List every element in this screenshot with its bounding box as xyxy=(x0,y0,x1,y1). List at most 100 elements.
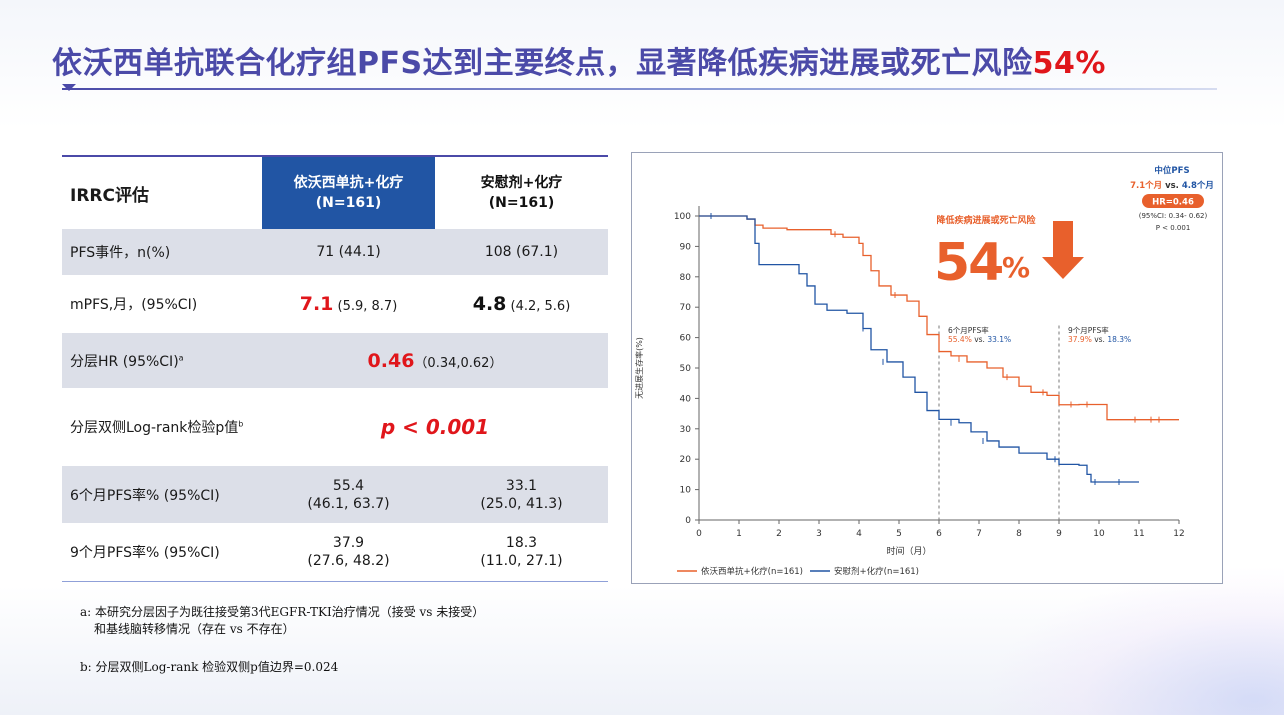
summary-ci: (95%CI: 0.34- 0.62) xyxy=(1139,212,1208,220)
cell-ivonescimab: 55.4 (46.1, 63.7) xyxy=(262,477,435,513)
ivonescimab-curve xyxy=(699,215,1179,421)
row-label: 9个月PFS率% (95%CI) xyxy=(70,545,220,561)
row-label-text: 分层双侧Log-rank检验p值 xyxy=(70,420,239,436)
title-underline xyxy=(62,84,1217,91)
rate-ci: (11.0, 27.1) xyxy=(480,553,563,569)
x-tick-label: 4 xyxy=(856,529,862,539)
x-tick-label: 10 xyxy=(1093,529,1105,539)
row-label: 分层HR (95%CI)a xyxy=(62,351,262,371)
x-tick-label: 1 xyxy=(736,529,742,539)
title-main: 依沃西单抗联合化疗组PFS达到主要终点，显著降低疾病进展或死亡风险 xyxy=(52,46,1033,81)
slide-title: 依沃西单抗联合化疗组PFS达到主要终点，显著降低疾病进展或死亡风险54% xyxy=(52,38,1252,82)
y-tick-label: 30 xyxy=(680,425,692,435)
mpfs-ivonescimab-value: 7.1 xyxy=(299,293,334,315)
down-arrow-icon xyxy=(1042,221,1084,279)
cell-ivonescimab: 7.1 (5.9, 8.7) xyxy=(262,293,435,315)
placebo-curve xyxy=(699,215,1139,483)
hr-value: 0.46 xyxy=(367,349,415,372)
decorative-swirl xyxy=(984,565,1284,715)
table-row-mpfs: mPFS,月，(95%CI) 7.1 (5.9, 8.7) 4.8 (4.2, … xyxy=(62,275,608,333)
cell-placebo: 4.8 (4.2, 5.6) xyxy=(435,293,608,315)
rate-value: 37.9 xyxy=(332,535,365,551)
x-tick-label: 9 xyxy=(1056,529,1062,539)
cell-ivonescimab: 37.9 (27.6, 48.2) xyxy=(262,534,435,570)
table-row-pfs-events: PFS事件，n(%) 71 (44.1) 108 (67.1) xyxy=(62,229,608,275)
header-label: IRRC评估 xyxy=(70,185,149,206)
table-top-rule xyxy=(62,155,608,157)
table-row-pfs6: 6个月PFS率% (95%CI) 55.4 (46.1, 63.7) 33.1 (2… xyxy=(62,466,608,523)
row-label: 分层双侧Log-rank检验p值b xyxy=(62,417,262,437)
header-ivonescimab-n: (N=161) xyxy=(315,195,382,211)
hr-badge xyxy=(1142,194,1204,208)
hr-cell: 0.46（0.34,0.62） xyxy=(262,350,608,372)
cell-placebo: 108 (67.1) xyxy=(484,244,559,260)
reduction-unit: % xyxy=(1002,251,1030,284)
row-label: mPFS,月，(95%CI) xyxy=(70,297,198,313)
rate-ci: (27.6, 48.2) xyxy=(307,553,390,569)
header-ivonescimab: 依沃西单抗+化疗 (N=161) xyxy=(262,157,435,229)
x-tick-label: 3 xyxy=(816,529,822,539)
legend-label-placebo: 安慰剂+化疗(n=161) xyxy=(834,566,919,577)
header-placebo: 安慰剂+化疗 (N=161) xyxy=(435,157,608,229)
hr-badge-text: HR=0.46 xyxy=(1152,198,1194,208)
y-tick-label: 0 xyxy=(685,516,691,526)
x-tick-label: 5 xyxy=(896,529,902,539)
mpfs-placebo-value: 4.8 xyxy=(472,293,507,315)
table-header-row: IRRC评估 依沃西单抗+化疗 (N=161) 安慰剂+化疗 (N=161) xyxy=(62,157,608,229)
legend-label-ivonescimab: 依沃西单抗+化疗(n=161) xyxy=(701,566,803,577)
reference-label-title: 6个月PFS率 xyxy=(948,325,989,335)
y-axis-title: 无进展生存率(%) xyxy=(634,337,644,399)
mpfs-placebo-ci: (4.2, 5.6) xyxy=(506,299,571,314)
rate-ci: (46.1, 63.7) xyxy=(307,495,390,512)
x-tick-label: 12 xyxy=(1173,529,1184,539)
mpfs-ivonescimab-ci: (5.9, 8.7) xyxy=(333,299,398,314)
cell-placebo: 18.3 (11.0, 27.1) xyxy=(435,534,608,570)
reference-label-values: 55.4% vs. 33.1% xyxy=(948,335,1011,344)
y-tick-label: 60 xyxy=(680,334,692,344)
pvalue-cell: p < 0.001 xyxy=(262,415,608,439)
rate-ci: (25.0, 41.3) xyxy=(480,495,563,512)
reference-label-title: 9个月PFS率 xyxy=(1068,325,1109,335)
y-tick-label: 70 xyxy=(680,303,692,313)
reduction-caption: 降低疾病进展或死亡风险 xyxy=(936,214,1036,226)
summary-title: 中位PFS xyxy=(1154,165,1189,176)
title-accent: 54% xyxy=(1032,46,1106,81)
reduction-value: 54 xyxy=(934,233,1002,293)
footnote-a-line1: a: 本研究分层因子为既往接受第3代EGFR-TKI治疗情况（接受 vs 未接受… xyxy=(80,605,485,619)
header-placebo-name: 安慰剂+化疗 xyxy=(480,175,563,191)
x-tick-label: 7 xyxy=(976,529,982,539)
y-tick-label: 40 xyxy=(680,394,692,404)
y-tick-label: 80 xyxy=(680,273,692,283)
cell-placebo: 33.1 (25.0, 41.3) xyxy=(435,477,608,513)
x-tick-label: 6 xyxy=(936,529,942,539)
y-tick-label: 100 xyxy=(674,212,691,222)
x-tick-label: 0 xyxy=(696,529,702,539)
y-tick-label: 10 xyxy=(680,486,692,496)
row-label: 6个月PFS率% (95%CI) xyxy=(70,487,220,504)
row-label-text: 分层HR (95%CI) xyxy=(70,353,179,370)
underline-notch xyxy=(62,84,76,94)
y-tick-label: 50 xyxy=(680,364,692,374)
x-tick-label: 8 xyxy=(1016,529,1022,539)
footnote-b: b: 分层双侧Log-rank 检验双侧p值边界=0.024 xyxy=(80,660,339,674)
x-tick-label: 11 xyxy=(1133,529,1144,539)
hr-ci: （0.34,0.62） xyxy=(414,355,503,371)
rate-value: 18.3 xyxy=(505,535,538,551)
table-row-hr: 分层HR (95%CI)a 0.46（0.34,0.62） xyxy=(62,333,608,388)
rate-value: 55.4 xyxy=(332,477,365,494)
table-row-pfs9: 9个月PFS率% (95%CI) 37.9 (27.6, 48.2) 18.3 (1… xyxy=(62,523,608,581)
header-placebo-n: (N=161) xyxy=(488,195,555,211)
x-tick-label: 2 xyxy=(776,529,782,539)
y-tick-label: 90 xyxy=(680,242,692,252)
reference-label-values: 37.9% vs. 18.3% xyxy=(1068,335,1131,344)
summary-months: 7.1个月 vs. 4.8个月 xyxy=(1130,180,1214,191)
footnote-a-line2: 和基线脑转移情况（存在 vs 不存在） xyxy=(94,622,295,636)
km-chart-panel: 0 10 20 30 40 50 60 70 80 90 100 0 1 2 3 4 5 6 7 8 9 10 11 12 时间… xyxy=(631,152,1223,584)
rate-value: 33.1 xyxy=(505,477,538,494)
table-bottom-rule xyxy=(62,581,608,582)
footnote-marker-a: a xyxy=(178,352,184,362)
summary-p: P < 0.001 xyxy=(1156,224,1191,232)
x-axis-title: 时间（月） xyxy=(886,545,931,557)
cell-ivonescimab: 71 (44.1) xyxy=(316,244,381,260)
